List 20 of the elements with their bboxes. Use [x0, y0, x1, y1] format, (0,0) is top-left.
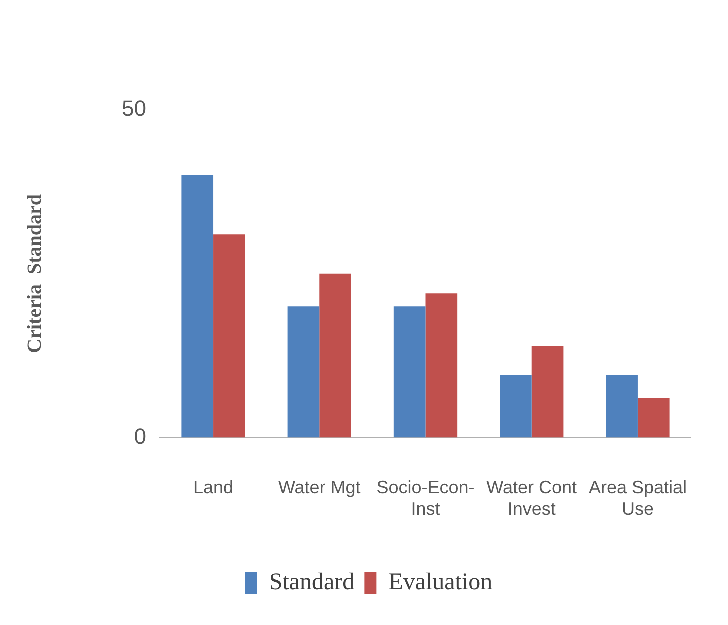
legend-label: Standard [269, 569, 355, 596]
bar [638, 398, 670, 438]
legend-label: Evaluation [388, 569, 493, 596]
x-tick-label: Water Cont Invest [486, 478, 578, 520]
bar [500, 376, 532, 438]
bar [394, 306, 426, 438]
bar [606, 376, 638, 438]
x-tick-label: Land [194, 478, 234, 498]
y-tick-label: 0 [134, 424, 146, 449]
x-tick-label: Socio-Econ-Inst [376, 478, 475, 520]
y-axis-title: Criteria Standard [24, 194, 46, 354]
x-tick-label: Area Spatial Use [588, 478, 687, 520]
bar [214, 234, 246, 438]
bar [320, 274, 352, 438]
bar [182, 176, 214, 438]
bar [532, 346, 564, 438]
y-tick-label: 50 [122, 96, 146, 122]
bar [426, 294, 458, 438]
bar [288, 306, 320, 438]
x-tick-label: Water Mgt [278, 478, 361, 498]
